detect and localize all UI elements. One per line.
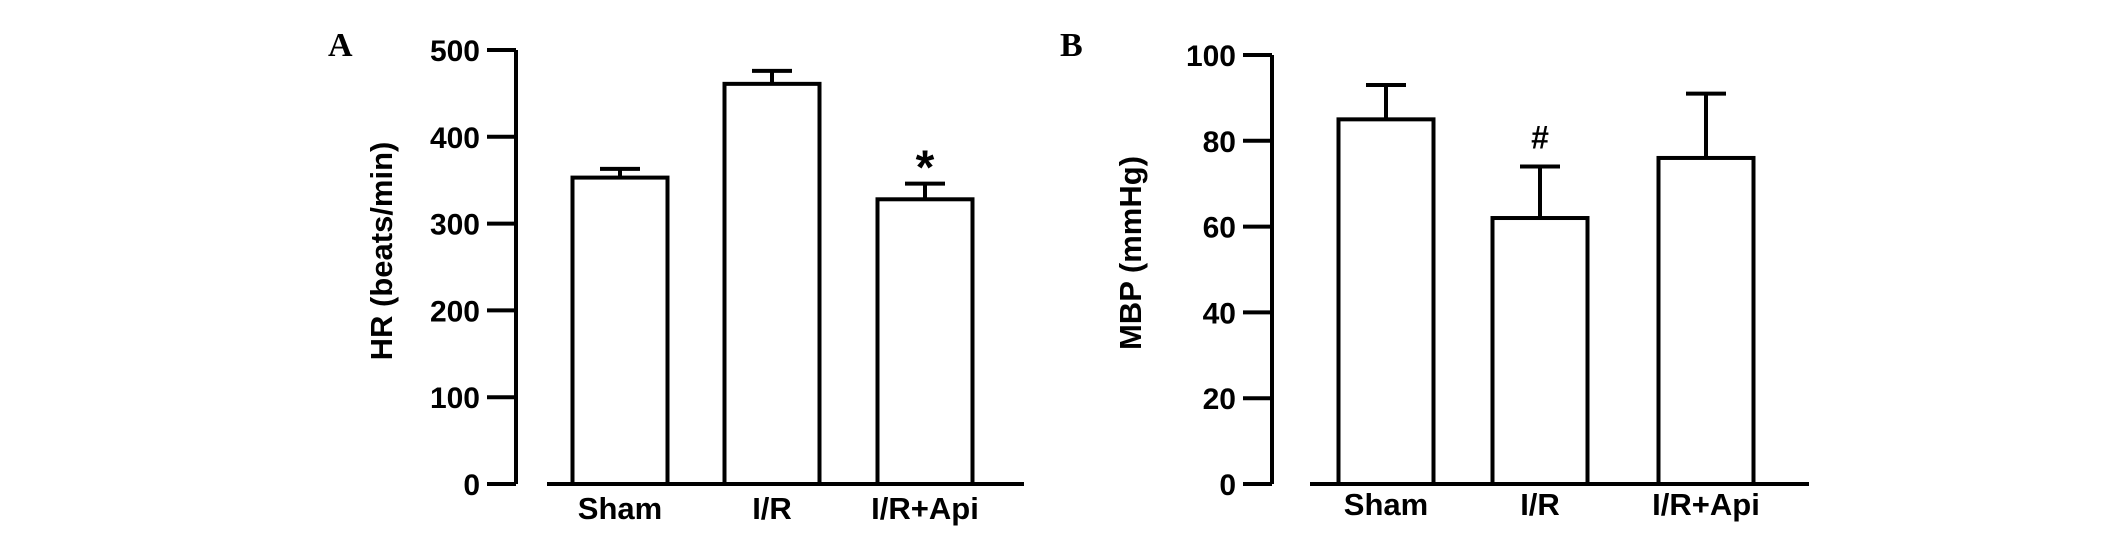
panel-a: A HR (beats/min) 0 100 200 300 400 500 * Sham…	[328, 27, 1024, 526]
panel-b-bar-1	[1490, 216, 1590, 487]
panel-b-y-tick-label-0: 0	[1219, 469, 1236, 502]
panel-b-letter: B	[1060, 27, 1083, 64]
panel-b-bars	[1336, 117, 1756, 487]
panel-b-category-labels: Sham I/R I/R+Api	[1344, 487, 1760, 522]
panel-a-y-tick-label-4: 400	[430, 122, 480, 155]
panel-b-y-tick-label-2: 40	[1203, 297, 1236, 330]
panel-b-y-tick-label-4: 80	[1203, 126, 1236, 159]
panel-b-annotation-1: #	[1531, 120, 1549, 156]
panel-b-y-tick-label-1: 20	[1203, 383, 1236, 416]
panel-b-y-ticks: 0 20 40 60 80 100	[1186, 40, 1272, 502]
panel-a-y-tick-label-5: 500	[430, 35, 480, 68]
panel-a-bar-1	[722, 81, 822, 487]
panel-a-y-ticks: 0 100 200 300 400 500	[430, 35, 516, 502]
panel-a-bar-0	[570, 175, 670, 486]
panel-a-category-labels: Sham I/R I/R+Api	[578, 491, 979, 526]
panel-a-y-tick-label-0: 0	[463, 469, 480, 502]
panel-b-category-label-2: I/R+Api	[1652, 487, 1760, 522]
panel-b-category-label-1: I/R	[1520, 487, 1560, 522]
panel-a-letter: A	[328, 27, 353, 64]
panel-a-error-bars	[600, 68, 945, 200]
panel-b-y-tick-label-3: 60	[1203, 212, 1236, 245]
panel-b-y-tick-label-5: 100	[1186, 40, 1236, 73]
panel-a-y-tick-label-3: 300	[430, 209, 480, 242]
panel-b-y-axis-label: MBP (mmHg)	[1113, 156, 1148, 350]
panel-b: B MBP (mmHg) 0 20 40 60 80 100 # Sham I/R I/R+A…	[1060, 27, 1809, 522]
panel-a-annotation-2: *	[916, 142, 935, 195]
panel-b-bar-2	[1656, 155, 1756, 487]
panel-b-category-label-0: Sham	[1344, 487, 1428, 522]
panel-a-category-label-0: Sham	[578, 491, 662, 526]
panel-a-bar-2	[875, 197, 975, 487]
panel-a-y-axis-label: HR (beats/min)	[364, 142, 399, 361]
panel-a-y-tick-label-1: 100	[430, 382, 480, 415]
panel-a-category-label-1: I/R	[752, 491, 792, 526]
panel-a-y-tick-label-2: 200	[430, 295, 480, 328]
panel-a-category-label-2: I/R+Api	[871, 491, 979, 526]
panel-a-bars	[570, 81, 975, 487]
panel-b-annotations: #	[1531, 120, 1549, 156]
panel-b-error-bars	[1366, 83, 1726, 219]
panel-b-bar-0	[1336, 117, 1436, 486]
panel-a-annotations: *	[916, 142, 935, 195]
